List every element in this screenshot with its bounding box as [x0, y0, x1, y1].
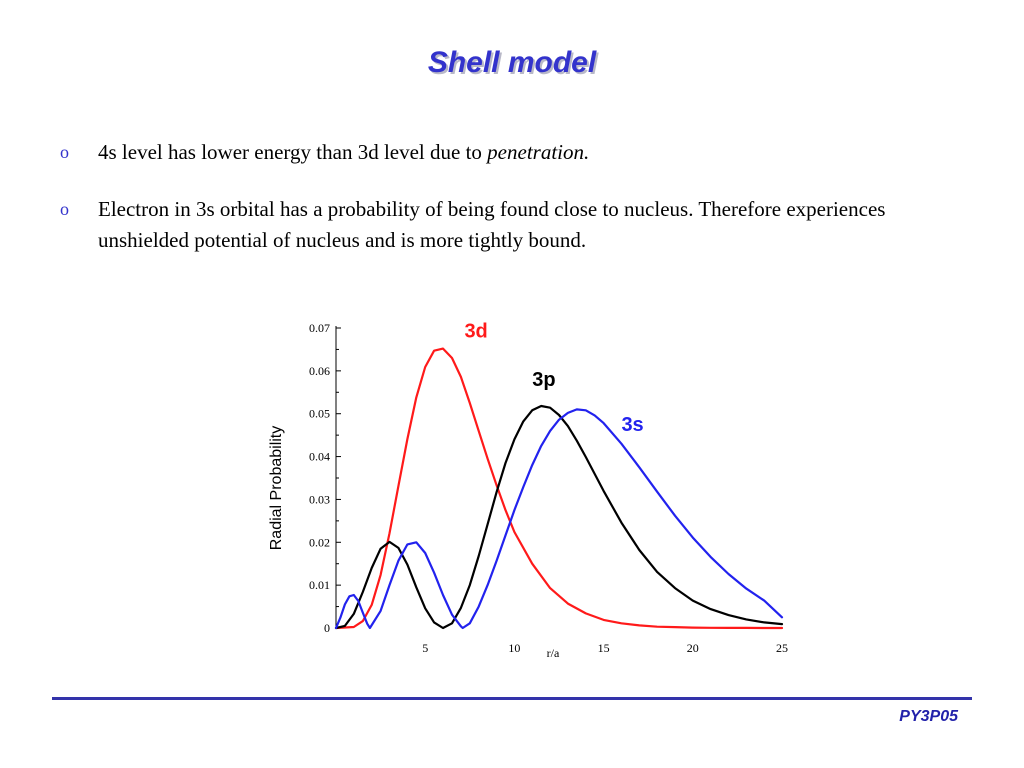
y-tick-label: 0.04 — [309, 450, 330, 464]
chart-labels: 3d 3p 3s — [464, 320, 643, 435]
bullet-text: 4s level has lower energy than 3d level … — [98, 140, 488, 164]
y-tick-label: 0.05 — [309, 407, 330, 421]
footer-code: PY3P05 — [899, 708, 958, 725]
radial-probability-chart: 0 0.01 0.02 0.03 0.04 0.05 0.06 0.07 5 10 15 20 25 r/… — [268, 320, 788, 660]
chart-axes: 0 0.01 0.02 0.03 0.04 0.05 0.06 0.07 5 10 15 20 25 r/… — [268, 321, 788, 660]
series-line-3d — [334, 347, 784, 630]
y-tick-label: 0.07 — [309, 321, 330, 335]
x-tick-label: 20 — [687, 641, 699, 655]
bullet-text: Electron in 3s orbital has a probability… — [98, 197, 886, 252]
y-axis-label: Radial Probability — [268, 426, 285, 551]
bullet-emphasis: penetration. — [487, 140, 590, 164]
chart-series — [334, 347, 784, 630]
footer-rule — [52, 697, 972, 700]
slide-title: Shell model — [427, 46, 597, 79]
y-tick-label: 0.02 — [309, 535, 330, 549]
y-tick-label: 0 — [324, 621, 330, 635]
bullet-list: o 4s level has lower energy than 3d leve… — [60, 137, 960, 282]
series-label-3p: 3p — [532, 369, 555, 391]
series-label-3s: 3s — [621, 414, 643, 436]
bullet-item: o Electron in 3s orbital has a probabili… — [60, 194, 960, 256]
series-line-3p — [334, 404, 784, 630]
series-label-3d: 3d — [464, 320, 487, 342]
x-tick-label: 15 — [598, 641, 610, 655]
y-tick-label: 0.03 — [309, 492, 330, 506]
y-tick-label: 0.01 — [309, 578, 330, 592]
x-tick-label: 25 — [776, 641, 788, 655]
x-axis-label: r/a — [547, 646, 560, 660]
bullet-marker: o — [60, 199, 69, 219]
bullet-marker: o — [60, 142, 69, 162]
bullet-item: o 4s level has lower energy than 3d leve… — [60, 137, 960, 168]
x-tick-label: 10 — [508, 641, 520, 655]
series-line-3s — [334, 408, 784, 630]
y-tick-label: 0.06 — [309, 364, 330, 378]
x-tick-label: 5 — [422, 641, 428, 655]
